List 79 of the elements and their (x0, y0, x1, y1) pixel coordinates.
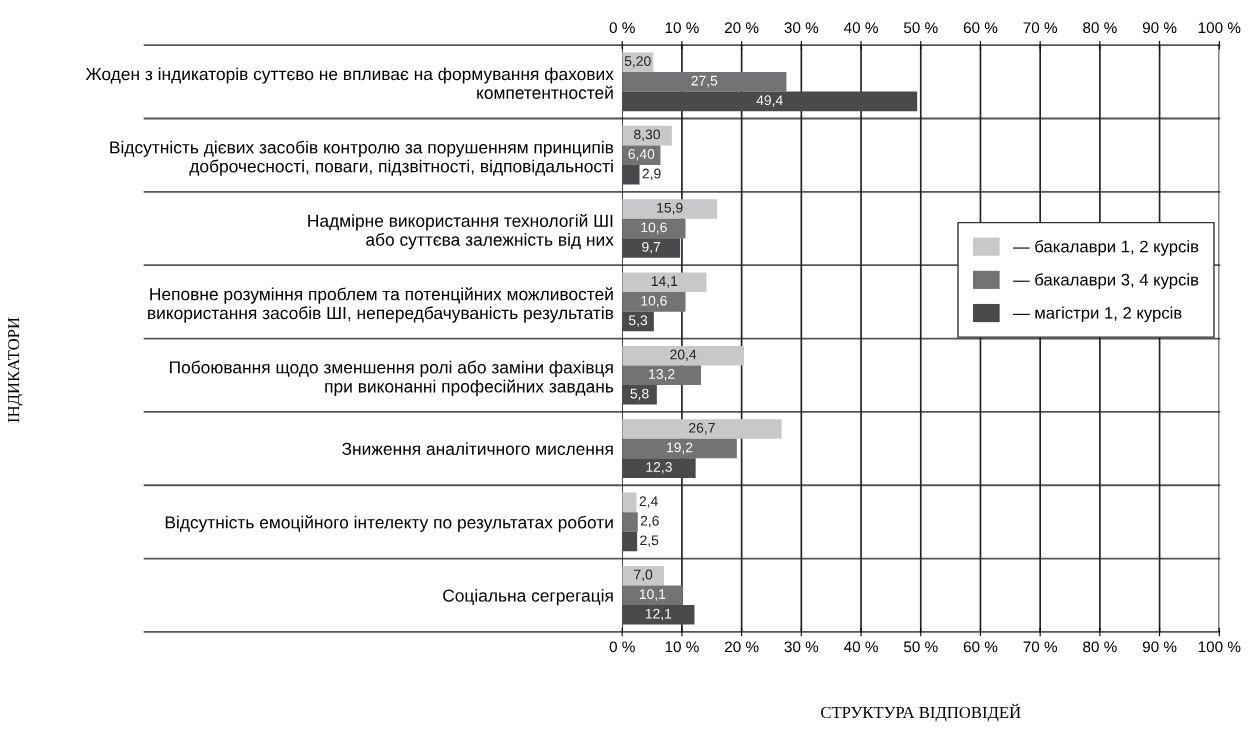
data-label: 2,4 (639, 496, 658, 508)
data-label: 5,20 (624, 56, 651, 68)
data-label: 13,2 (649, 369, 675, 381)
data-label: 10,1 (639, 589, 666, 601)
x-axis-title: СТРУКТУРА ВІДПОВІДЕЙ (821, 703, 1021, 722)
data-label: 10,6 (641, 295, 667, 308)
data-label: 19,2 (667, 442, 693, 454)
x2-tick-label: 80 % (1083, 22, 1117, 34)
bar (622, 365, 702, 386)
bar (622, 72, 787, 92)
x-tick-label: 90 % (1142, 641, 1177, 653)
data-label: 8,30 (634, 129, 660, 141)
data-label: 2,9 (642, 168, 661, 181)
x-tick-label: 100 % (1198, 641, 1241, 653)
bar (622, 238, 681, 258)
y-tick-label: Соціальна сегрегація (443, 588, 613, 606)
x2-tick-label: 20 % (724, 22, 759, 34)
legend-label: — бакалаври 3, 4 курсів (1013, 273, 1199, 289)
data-label: 12,3 (646, 462, 672, 474)
bar (622, 292, 686, 312)
data-label: 10,6 (641, 222, 667, 234)
data-label: 9,7 (642, 241, 661, 254)
bar (622, 272, 707, 293)
x-tick-label: 20 % (724, 641, 759, 653)
y-axis-title: ІНДИКАТОРИ (8, 317, 23, 423)
data-label: 27,5 (691, 75, 718, 88)
bar (622, 438, 737, 459)
data-label: 2,6 (640, 515, 659, 528)
bar (622, 345, 745, 366)
bar (622, 585, 683, 606)
x2-tick-label: 0 % (609, 22, 635, 34)
y-tick-label: Відсутність дієвих засобів контролю за порушенням принципів доброчесності, поваги, підзвітності, відповідальності (110, 140, 614, 176)
y-tick-label: Зниження аналітичного мислення (342, 442, 613, 456)
data-label: 5,8 (630, 388, 649, 401)
bar (622, 385, 657, 405)
bar (622, 458, 696, 478)
data-label: 6,40 (628, 149, 655, 161)
x2-tick-label: 90 % (1142, 22, 1177, 34)
y-tick-label: Відсутність емоційного інтелекту по результатах роботи (165, 515, 613, 532)
x-tick-label: 30 % (784, 641, 819, 653)
bar (622, 531, 638, 552)
bar (622, 199, 718, 219)
bar (622, 605, 695, 625)
x2-tick-label: 60 % (963, 22, 998, 34)
bar (622, 218, 686, 239)
data-label: 7,0 (634, 569, 653, 582)
data-label: 12,1 (645, 608, 672, 621)
x2-tick-label: 30 % (784, 22, 819, 34)
data-label: 5,3 (628, 315, 648, 327)
x2-tick-label: 70 % (1023, 22, 1058, 34)
x-tick-label: 80 % (1083, 641, 1117, 653)
y-tick-label: Жоден з індикаторів суттєво не впливає на формування фахових компетентностей (85, 67, 614, 99)
data-label: 14,1 (651, 276, 678, 288)
bar (622, 164, 640, 185)
bar (622, 492, 637, 513)
bar (622, 512, 638, 532)
x2-tick-label: 50 % (903, 22, 938, 34)
x-tick-label: 0 % (609, 641, 635, 653)
legend-label: — магістри 1, 2 курсів (1013, 306, 1182, 323)
x-tick-label: 50 % (903, 641, 938, 653)
data-label: 15,9 (657, 202, 683, 215)
x-tick-label: 70 % (1023, 641, 1058, 653)
data-label: 26,7 (689, 422, 715, 435)
legend-label: — бакалаври 1, 2 курсів (1013, 240, 1199, 256)
data-label: 49,4 (756, 95, 783, 107)
x-tick-label: 60 % (963, 641, 998, 653)
y-tick-label: Побоювання щодо зменшення ролі або заміни фахівця при виконанні професійних завдань (170, 360, 614, 397)
y-tick-label: Неповне розуміння проблем та потенційних можливостей використання засобів ШІ, непередбачуваність результатів (148, 287, 614, 323)
x2-tick-label: 40 % (843, 22, 878, 34)
x2-tick-label: 10 % (665, 22, 699, 34)
x-tick-label: 10 % (665, 641, 699, 653)
bar (622, 565, 665, 586)
bar (622, 419, 782, 439)
x-tick-label: 40 % (843, 641, 878, 653)
data-label: 20,4 (670, 349, 697, 362)
data-label: 2,5 (640, 535, 659, 547)
y-tick-label: Надмірне використання технологій ШІ або суттєва залежність від них (308, 213, 614, 250)
x2-tick-label: 100 % (1198, 22, 1241, 34)
bar (622, 91, 918, 112)
